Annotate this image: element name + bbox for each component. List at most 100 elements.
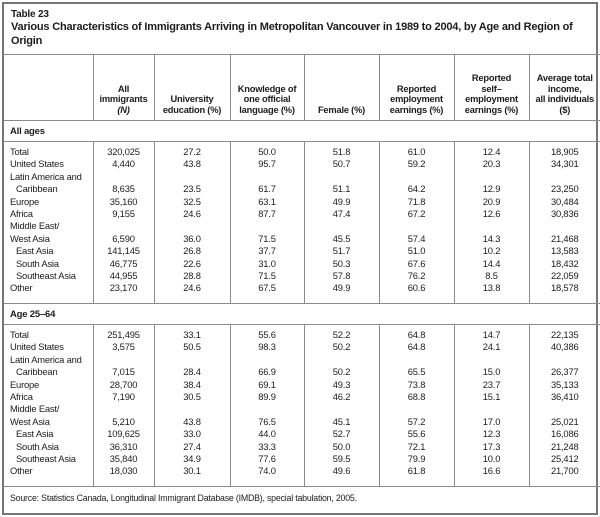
cell-value: 10.0 (453, 452, 529, 466)
cell-value: 69.1 (229, 378, 304, 391)
cell-value: 66.9 (229, 353, 304, 379)
cell-value: 24.1 (453, 341, 529, 354)
cell-value: 28,700 (92, 378, 154, 391)
cell-value: 67.5 (229, 282, 304, 304)
cell-value: 18,905 (528, 141, 600, 159)
cell-value: 16,086 (528, 428, 600, 441)
cell-value: 7,190 (92, 390, 154, 404)
cell-value: 79.9 (378, 452, 454, 466)
row-label: Latin America and Caribbean (10, 353, 82, 378)
table-row: Europe 35,160 32.5 63.1 49.9 71.8 20.9 30,484 (4, 195, 600, 209)
column-header: All immigrants (N) (92, 54, 154, 121)
cell-value: 15.1 (453, 390, 529, 404)
cell-value: 63.1 (229, 195, 304, 209)
cell-value: 57.4 (378, 220, 454, 246)
row-label: Middle East/West Asia (10, 220, 60, 244)
cell-value: 36,310 (92, 440, 154, 453)
cell-value: 21,700 (528, 465, 600, 487)
table-row: Other 23,170 24.6 67.5 49.9 60.6 13.8 18,578 (4, 282, 600, 304)
table-row: Africa 9,155 24.6 87.7 47.4 67.2 12.6 30,836 (4, 208, 600, 221)
cell-value: 30,836 (528, 208, 600, 221)
cell-value: 28.4 (153, 353, 230, 379)
cell-value: 98.3 (229, 341, 304, 354)
cell-value: 12.4 (453, 141, 529, 159)
cell-value: 51.8 (303, 141, 379, 159)
cell-value: 57.2 (378, 403, 454, 429)
cell-value: 23.7 (453, 378, 529, 391)
cell-value: 17.3 (453, 440, 529, 453)
cell-value: 12.9 (453, 170, 529, 196)
cell-value: 24.6 (153, 282, 230, 304)
cell-value: 23,170 (92, 282, 154, 304)
row-label: Latin America and Caribbean (10, 170, 82, 195)
cell-value: 73.8 (378, 378, 454, 391)
cell-value: 34.9 (153, 452, 230, 466)
cell-value: 13,583 (528, 245, 600, 258)
table-row: United States 4,440 43.8 95.7 50.7 59.2 20.3 34… (4, 158, 600, 171)
cell-value: 50.7 (303, 158, 379, 171)
cell-value: 22,135 (528, 324, 600, 342)
source-note: Source: Statistics Canada, Longitudinal … (4, 485, 600, 510)
cell-value: 15.0 (453, 353, 529, 379)
cell-value: 18,578 (528, 282, 600, 304)
cell-value: 3,575 (92, 341, 154, 354)
cell-value: 50.3 (303, 257, 379, 271)
table-number-label: Table 23 (11, 9, 49, 20)
cell-value: 26.8 (153, 245, 230, 258)
cell-value: 50.2 (303, 341, 379, 354)
cell-value: 46,775 (92, 257, 154, 271)
cell-value: 64.8 (378, 341, 454, 354)
cell-value: 10.2 (453, 245, 529, 258)
cell-value: 18,030 (92, 465, 154, 487)
table-row: Latin America and Caribbean 7,015 28.4 66.9 5… (4, 353, 600, 379)
cell-value: 43.8 (153, 403, 230, 429)
cell-value: 141,145 (92, 245, 154, 258)
row-label: Southeast Asia (16, 452, 76, 464)
cell-value: 76.5 (229, 403, 304, 429)
cell-value: 49.3 (303, 378, 379, 391)
column-header: Reported self– employment earnings (%) (453, 54, 529, 121)
cell-value: 67.2 (378, 208, 454, 221)
cell-value: 61.0 (378, 141, 454, 159)
cell-value: 51.0 (378, 245, 454, 258)
cell-value: 64.8 (378, 324, 454, 342)
cell-value: 49.6 (303, 465, 379, 487)
row-label: United States (10, 158, 64, 170)
table-row: Latin America and Caribbean 8,635 23.5 61.7 5… (4, 170, 600, 196)
cell-value: 87.7 (229, 208, 304, 221)
section-header-row: Age 25–64 (4, 302, 600, 325)
cell-value: 33.1 (153, 324, 230, 342)
row-label: Middle East/West Asia (10, 403, 60, 427)
column-header-empty (4, 54, 93, 121)
cell-value: 251,495 (92, 324, 154, 342)
cell-value: 34,301 (528, 158, 600, 171)
cell-value: 33.0 (153, 428, 230, 441)
cell-value: 18,432 (528, 257, 600, 271)
cell-value: 51.1 (303, 170, 379, 196)
cell-value: 44.0 (229, 428, 304, 441)
cell-value: 36.0 (153, 220, 230, 246)
row-label: Europe (10, 378, 40, 390)
cell-value: 71.5 (229, 270, 304, 283)
cell-value: 20.3 (453, 158, 529, 171)
cell-value: 30.1 (153, 465, 230, 487)
cell-value: 46.2 (303, 390, 379, 404)
cell-value: 35,840 (92, 452, 154, 466)
cell-value: 27.4 (153, 440, 230, 453)
cell-value: 38.4 (153, 378, 230, 391)
section-header-row: All ages (4, 120, 600, 142)
cell-value: 61.7 (229, 170, 304, 196)
table-row: Middle East/West Asia 6,590 36.0 71.5 45.5 57… (4, 220, 600, 246)
cell-value: 6,590 (92, 220, 154, 246)
cell-value: 26,377 (528, 353, 600, 379)
cell-value: 40,386 (528, 341, 600, 354)
cell-value: 23.5 (153, 170, 230, 196)
cell-value: 74.0 (229, 465, 304, 487)
section-header-label: All ages (4, 120, 600, 142)
cell-value: 21,248 (528, 440, 600, 453)
cell-value: 49.9 (303, 195, 379, 209)
row-label: Europe (10, 195, 40, 207)
cell-value: 45.1 (303, 403, 379, 429)
row-label: Total (10, 328, 29, 340)
cell-value: 320,025 (92, 141, 154, 159)
